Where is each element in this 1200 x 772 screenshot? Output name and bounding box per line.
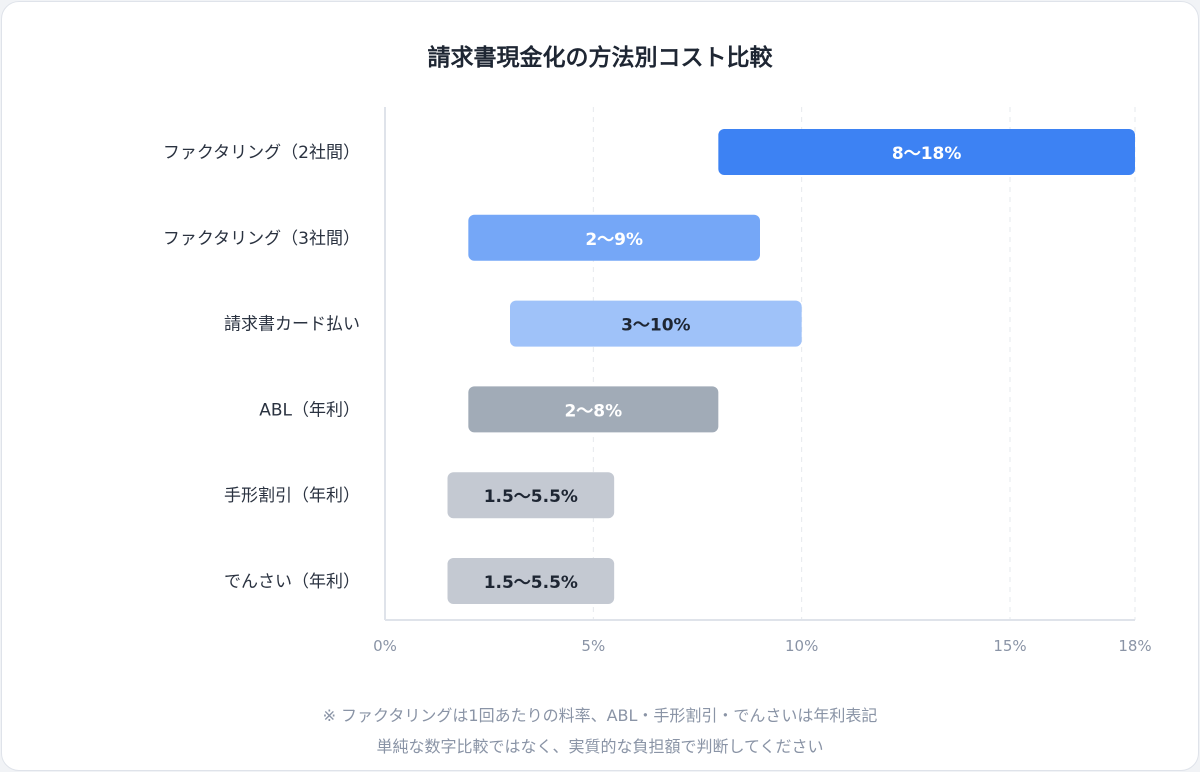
footnote-1: ※ ファクタリングは1回あたりの料率、ABL・手形割引・でんさいは年利表記 xyxy=(322,706,878,725)
category-label: 請求書カード払い xyxy=(224,315,360,335)
category-label: ファクタリング（2社間） xyxy=(163,143,360,163)
bar-data-label: 1.5〜5.5% xyxy=(484,573,578,593)
range-bar xyxy=(447,472,615,519)
range-bar xyxy=(468,386,719,433)
chart-title: 請求書現金化の方法別コスト比較 xyxy=(427,45,773,71)
category-label: 手形割引（年利） xyxy=(224,486,360,506)
bar-data-label: 2〜9% xyxy=(585,230,643,250)
x-tick-label: 10% xyxy=(785,637,818,655)
bar-data-label: 1.5〜5.5% xyxy=(484,487,578,507)
x-tick-label: 15% xyxy=(993,637,1026,655)
x-tick-label: 5% xyxy=(581,637,605,655)
range-bar xyxy=(510,300,802,347)
category-label: でんさい（年利） xyxy=(224,572,360,592)
footnote-2: 単純な数字比較ではなく、実質的な負担額で判断してください xyxy=(376,737,824,756)
bar-data-label: 2〜8% xyxy=(564,401,622,421)
x-tick-label: 18% xyxy=(1118,637,1151,655)
range-bar xyxy=(718,129,1135,175)
bar-data-label: 3〜10% xyxy=(621,316,691,336)
category-label: ABL（年利） xyxy=(259,400,360,420)
category-label: ファクタリング（3社間） xyxy=(163,229,360,249)
x-tick-label: 0% xyxy=(373,637,397,655)
range-bar xyxy=(468,214,760,261)
bar-data-label: 8〜18% xyxy=(892,144,962,164)
range-bar xyxy=(447,558,615,604)
